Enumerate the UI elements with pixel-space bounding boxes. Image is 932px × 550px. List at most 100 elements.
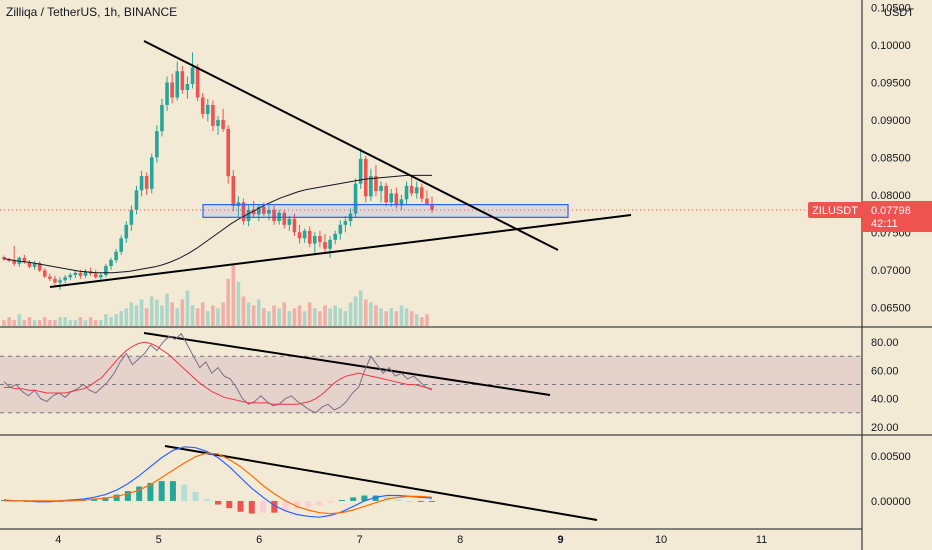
support-zone-rect	[202, 203, 569, 218]
volume-bar	[297, 305, 302, 326]
candle-body	[58, 280, 62, 283]
candle-body	[129, 209, 134, 225]
candle-body	[144, 176, 149, 189]
price-tick-label: 0.09000	[871, 115, 911, 127]
time-tick-label: 8	[457, 534, 463, 546]
volume-bar	[99, 320, 103, 326]
volume-bar	[409, 311, 414, 326]
candle-body	[409, 185, 414, 194]
candle-body	[78, 272, 83, 276]
candle-body	[149, 157, 154, 189]
macd-histogram-bar	[350, 497, 357, 501]
macd-histogram-bar	[361, 495, 368, 501]
volume-bar	[7, 317, 11, 326]
volume-bar	[48, 320, 52, 326]
candle-body	[27, 262, 32, 267]
candle-body	[195, 67, 200, 98]
macd-histogram-bar	[158, 481, 165, 501]
rsi-line	[3, 332, 433, 414]
macd-histogram-bar	[293, 500, 300, 510]
volume-bar	[68, 320, 73, 326]
volume-bar	[318, 311, 322, 326]
candle-body	[93, 273, 98, 278]
volume-bar	[307, 302, 312, 326]
candle-body	[53, 278, 57, 283]
candle-body	[7, 259, 11, 261]
macd-histogram-bar	[282, 500, 289, 511]
candle-body	[256, 206, 261, 215]
time-tick-label: 6	[256, 534, 262, 546]
time-tick-label: 11	[756, 534, 767, 546]
macd-histogram-bar	[226, 500, 233, 509]
candle-body	[124, 224, 129, 239]
volume-bar	[2, 320, 6, 326]
macd-trendline	[164, 445, 598, 521]
trendlines[interactable]	[49, 40, 632, 521]
candle-body	[48, 276, 52, 279]
candle-body	[200, 97, 205, 114]
candle-body	[109, 260, 113, 267]
macd-histogram-bar	[429, 500, 435, 502]
ma-line	[3, 174, 432, 274]
volume-bar	[216, 308, 220, 326]
candle-body	[226, 128, 230, 177]
candle-body	[114, 251, 118, 261]
volume-bar	[211, 305, 215, 326]
macd-histogram-bar	[260, 500, 267, 513]
volume-bar	[149, 296, 154, 326]
candle-body	[216, 119, 220, 126]
volume-bar	[114, 314, 118, 326]
volume-bar	[37, 320, 42, 326]
price-tick-label: 0.07000	[871, 265, 911, 277]
volume-bar	[353, 296, 358, 326]
time-axis[interactable]: 4 5 6 7 8 9 10 11	[55, 534, 767, 546]
price-axis[interactable]: 0.065000.070000.075000.080000.085000.090…	[871, 2, 914, 507]
macd-histogram-bar	[327, 500, 334, 503]
volume-bar	[384, 311, 388, 326]
volume-bar	[206, 311, 210, 326]
candle-body	[134, 190, 139, 210]
candle-body	[211, 104, 215, 126]
volume-bar	[363, 299, 368, 326]
candle-body	[119, 238, 123, 252]
volume-bar	[221, 302, 225, 326]
candle-body	[22, 257, 27, 263]
candle-body	[394, 193, 399, 206]
macd-histogram-bar	[372, 495, 379, 501]
volume-bar	[109, 317, 113, 326]
rsi-band-fill	[0, 356, 862, 413]
support-zone[interactable]	[0, 203, 862, 218]
candle-body	[333, 233, 337, 240]
volume-bar	[200, 302, 205, 326]
volume-bar	[404, 308, 409, 326]
candle-body	[139, 176, 144, 191]
candle-body	[267, 209, 271, 214]
candle-body	[231, 176, 236, 207]
candle-body	[206, 104, 210, 114]
macd-tick-label: 0.00000	[871, 496, 911, 508]
volume-bar	[251, 305, 256, 326]
candle-body	[68, 275, 73, 278]
candle-body	[374, 176, 378, 192]
rsi-tick-label: 40.00	[871, 394, 899, 406]
macd-histogram-bar	[237, 500, 244, 512]
volume-bar	[333, 305, 337, 326]
time-tick-label: 7	[357, 534, 363, 546]
volume-bar	[389, 308, 394, 326]
volume-bar	[277, 308, 281, 326]
volume-bar	[78, 317, 83, 326]
macd-histogram-bar	[124, 491, 131, 501]
candle-body	[2, 257, 6, 260]
volume-bar	[231, 264, 236, 326]
candle-body	[246, 209, 251, 222]
candle-body	[160, 104, 164, 132]
volume-bar	[73, 320, 78, 326]
candle-body	[338, 224, 343, 234]
volume-bar	[226, 278, 230, 326]
volume-bar	[83, 320, 88, 326]
candle-body	[185, 83, 190, 90]
support-trendline	[49, 214, 632, 288]
rsi-tick-label: 60.00	[871, 365, 899, 377]
